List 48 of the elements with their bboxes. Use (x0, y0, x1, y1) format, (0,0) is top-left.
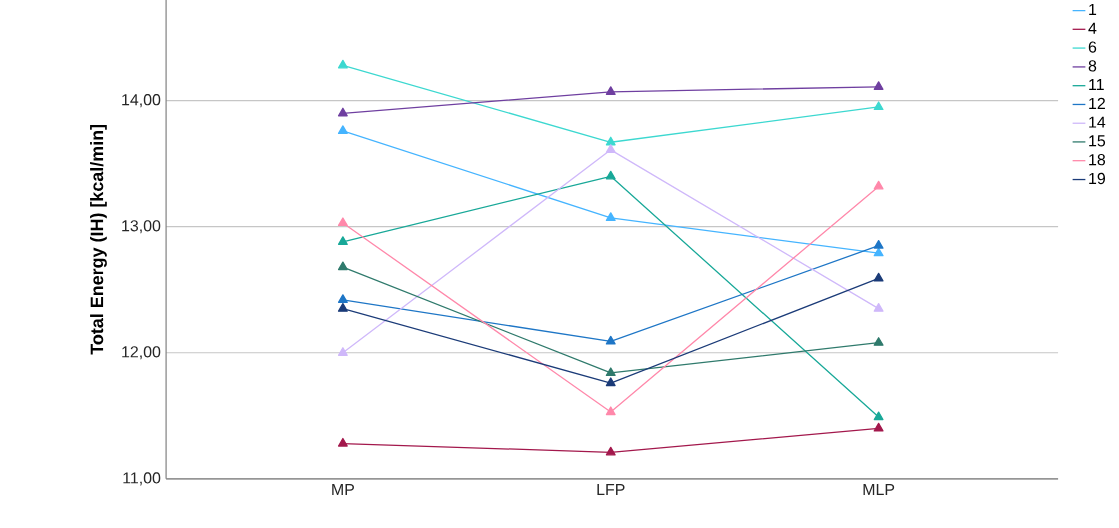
point (873, 101, 884, 111)
point (337, 303, 348, 312)
legend-label: 4 (1088, 22, 1097, 34)
point (605, 86, 616, 95)
point (605, 212, 616, 222)
point (337, 236, 348, 245)
point (873, 337, 884, 346)
point (873, 303, 884, 312)
point (605, 170, 616, 180)
point (337, 125, 348, 135)
legend-label: 1 (1089, 4, 1097, 15)
point (605, 377, 616, 387)
legend-label: 8 (1088, 60, 1097, 72)
y-axis-title: Total Energy (IH) [kcal/min] (90, 124, 107, 355)
point (873, 81, 884, 90)
legend-label: 12 (1089, 97, 1105, 109)
point (873, 411, 884, 421)
x-tick-label: MP (332, 484, 354, 495)
point (337, 347, 348, 356)
point (605, 446, 616, 456)
x-tick-label: MLP (863, 484, 895, 495)
legend-label: 14 (1089, 116, 1106, 128)
point (605, 367, 616, 377)
point (873, 272, 884, 282)
point (337, 437, 348, 447)
point (605, 144, 616, 153)
point (337, 217, 348, 227)
point (605, 406, 616, 416)
legend-label: 15 (1089, 135, 1106, 147)
point (873, 247, 884, 257)
point (605, 136, 616, 146)
point (873, 240, 884, 249)
point (337, 294, 348, 303)
legend-label: 6 (1088, 41, 1097, 53)
legend-label: 19 (1089, 172, 1105, 185)
legend-label: 11 (1089, 79, 1104, 91)
y-tick-label: 13,00 (122, 220, 161, 234)
y-tick-label: 12,00 (122, 346, 161, 360)
legend-label: 18 (1089, 154, 1106, 166)
point (873, 422, 884, 432)
point (605, 335, 616, 345)
point (337, 59, 348, 69)
x-tick-label: LFP (597, 484, 625, 495)
point (337, 107, 348, 117)
y-tick-label: 11,00 (123, 472, 161, 486)
point (873, 180, 884, 190)
y-tick-label: 14,00 (122, 94, 161, 108)
point (337, 261, 348, 271)
